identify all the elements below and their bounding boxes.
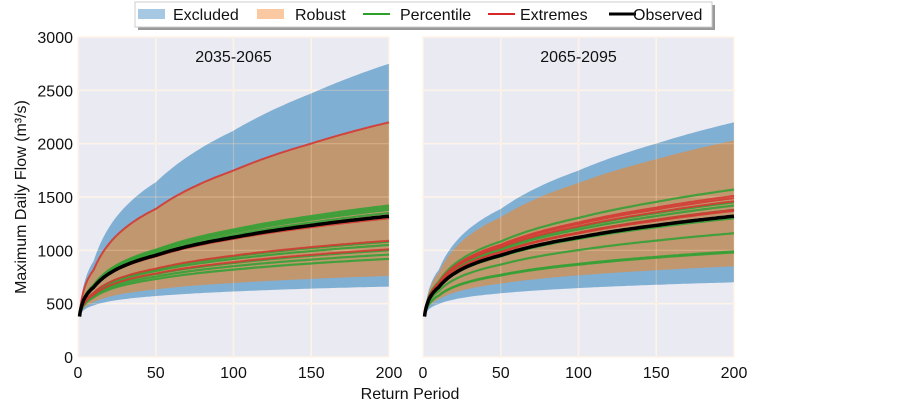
y-tick-label: 2500 <box>37 83 73 100</box>
panel-title: 2035-2065 <box>195 49 272 66</box>
x-tick-label: 50 <box>492 365 510 382</box>
x-tick-label: 0 <box>74 365 83 382</box>
x-tick-label: 150 <box>643 365 670 382</box>
observed-line <box>422 214 735 317</box>
percentile-line <box>78 257 390 317</box>
x-tick-label: 200 <box>376 365 403 382</box>
y-tick-label: 0 <box>64 350 73 367</box>
legend-swatch-robust <box>257 9 284 19</box>
y-tick-label: 500 <box>46 297 73 314</box>
x-axis-label: Return Period <box>361 386 460 403</box>
extremes-line <box>78 248 390 317</box>
legend-label-percentile: Percentile <box>400 7 471 24</box>
y-tick-label: 3000 <box>37 30 73 47</box>
x-tick-label: 100 <box>220 365 247 382</box>
observed-line <box>77 214 390 317</box>
panel-title: 2065-2095 <box>540 49 617 66</box>
panel-2: 2065-2095 0 50 100 150 200 <box>419 36 748 382</box>
percentile-line <box>423 251 735 317</box>
y-tick-label: 1500 <box>37 190 73 207</box>
x-tick-label: 100 <box>565 365 592 382</box>
legend-label-observed: Observed <box>633 7 702 24</box>
legend: Excluded Robust Percentile Extremes Observed <box>134 1 715 30</box>
x-tick-label: 200 <box>721 365 748 382</box>
extremes-line <box>78 239 390 317</box>
x-tick-label: 0 <box>419 365 428 382</box>
legend-label-robust: Robust <box>295 7 346 24</box>
legend-swatch-excluded <box>138 9 165 19</box>
x-tick-label: 150 <box>298 365 325 382</box>
legend-label-excluded: Excluded <box>173 7 239 24</box>
extremes-line <box>78 121 390 317</box>
gridlines-overlay <box>77 36 390 358</box>
legend-label-extremes: Extremes <box>520 7 588 24</box>
y-tick-label: 1000 <box>37 243 73 260</box>
y-tick-label: 2000 <box>37 137 73 154</box>
percentile-line <box>423 232 735 317</box>
x-tick-label: 50 <box>147 365 165 382</box>
legend-box <box>134 1 713 28</box>
y-axis-label: Maximum Daily Flow (m³/s) <box>13 100 30 294</box>
